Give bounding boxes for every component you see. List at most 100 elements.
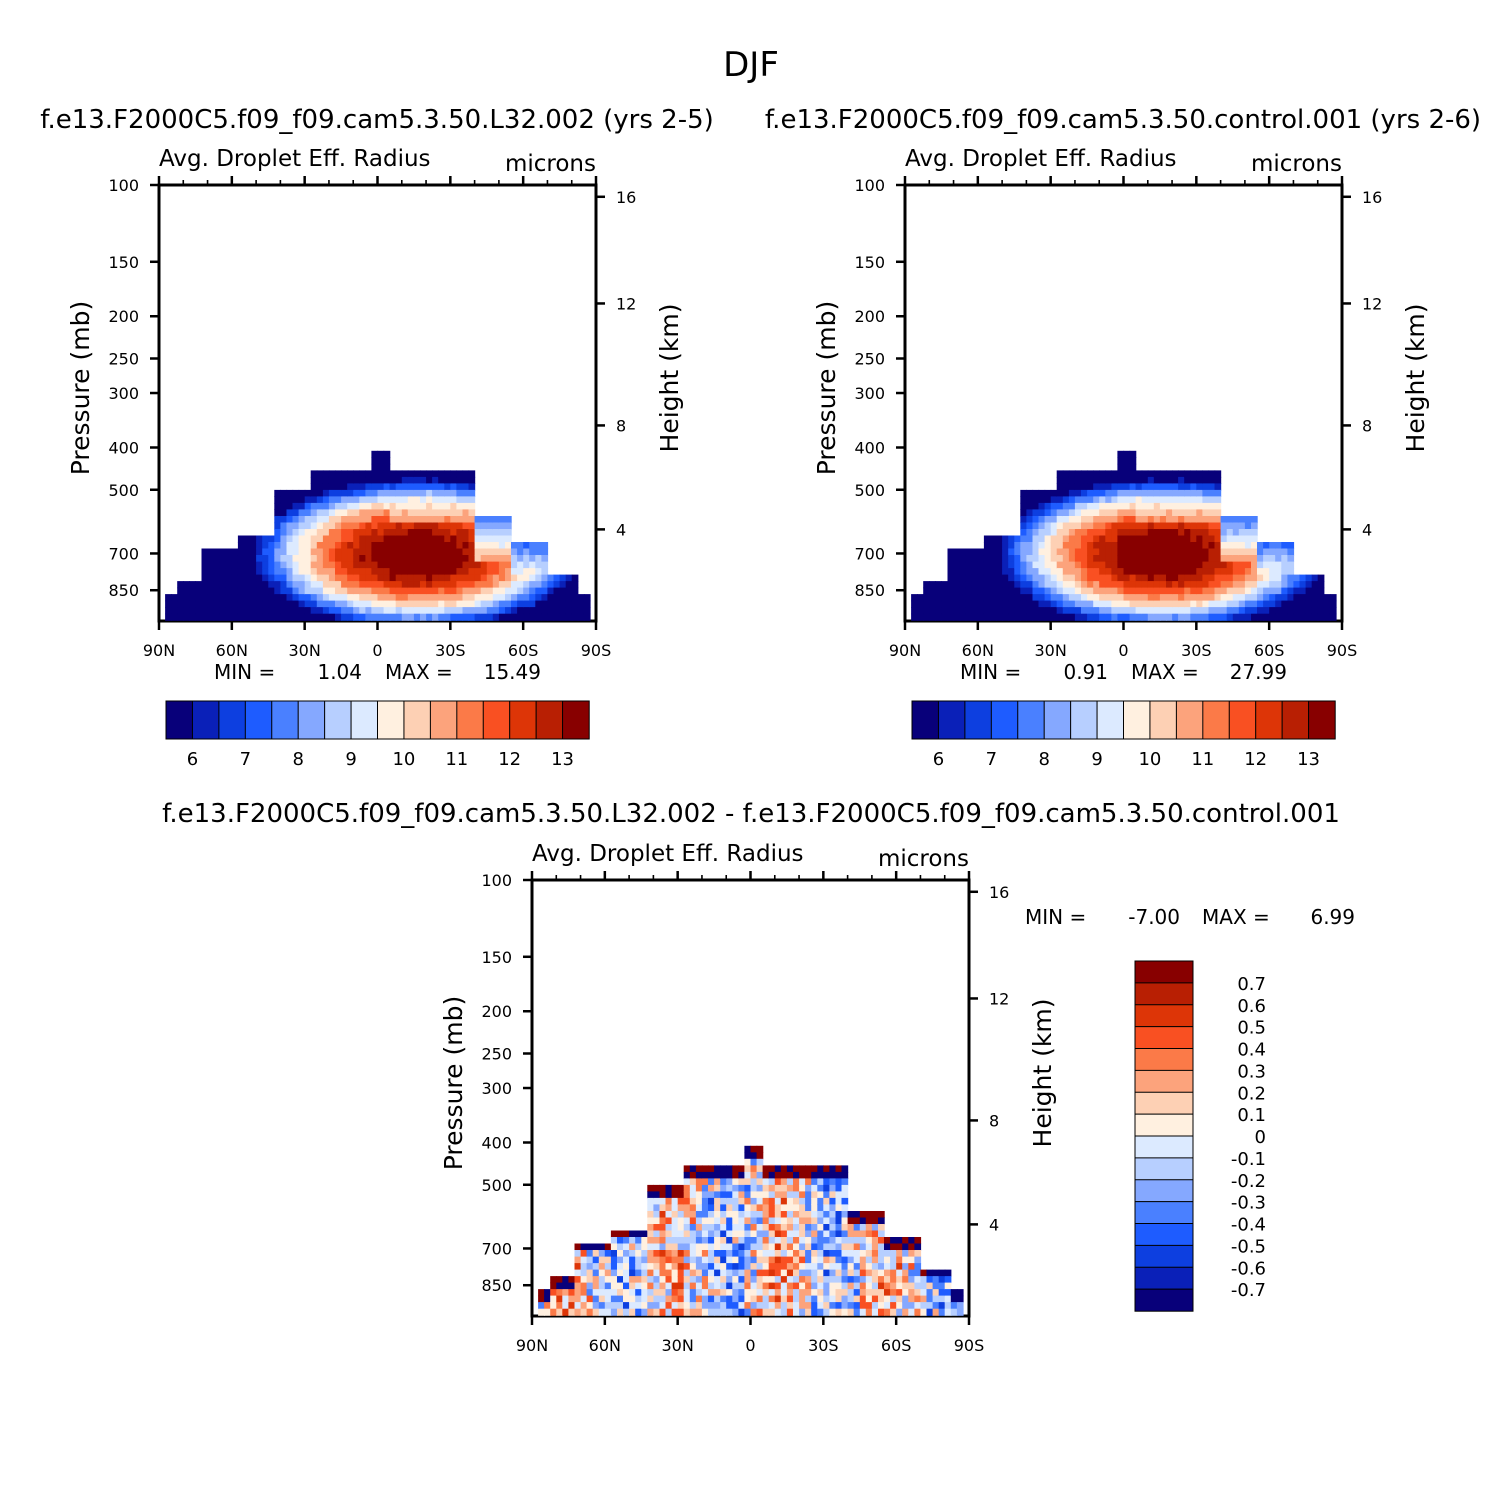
field-cell [1044,535,1052,543]
field-cell [1184,587,1191,595]
field-cell [286,581,294,589]
field-cell [359,502,366,510]
field-cell [1172,594,1179,602]
field-cell [805,1276,812,1284]
field-cell [286,496,294,504]
field-cell [365,600,373,608]
field-cell [298,489,306,497]
field-cell [1159,607,1167,615]
field-cell [1226,600,1234,608]
field-cell [262,587,269,595]
field-cell [389,600,397,608]
field-cell [401,613,409,621]
field-cell [1190,496,1197,504]
field-cell [413,561,421,569]
field-cell [1062,607,1070,615]
field-cell [768,1302,776,1310]
field-cell [474,600,482,608]
field-cell [1184,529,1191,537]
field-cell [1202,483,1210,491]
field-cell [1056,587,1064,595]
field-cell [902,1263,909,1271]
field-cell [762,1191,770,1199]
field-cell [689,1308,697,1316]
field-cell [335,542,342,550]
field-cell [750,1308,758,1316]
field-cell [274,489,281,497]
field-cell [665,1263,673,1271]
field-cell [1172,581,1179,589]
field-cell [1044,489,1052,497]
field-cell [401,607,409,615]
field-cell [841,1197,849,1205]
field-cell [219,574,227,582]
field-cell [280,496,288,504]
field-cell [219,600,227,608]
field-cell [671,1211,679,1219]
field-cell [671,1224,679,1232]
field-cell [750,1263,758,1271]
field-cell [983,542,991,550]
field-cell [629,1295,636,1303]
field-cell [1062,600,1070,608]
field-cell [177,613,184,621]
field-cell [456,502,464,510]
field-cell [310,496,318,504]
field-cell [432,509,439,517]
field-cell [1232,529,1240,537]
field-cell [726,1269,733,1277]
field-cell [444,516,451,524]
field-cell [926,1308,934,1316]
field-cell [947,594,955,602]
field-cell [377,522,385,530]
field-cell [438,607,445,615]
field-cell [432,581,439,589]
field-cell [799,1289,806,1297]
field-cell [1214,607,1222,615]
field-cell [1196,613,1203,621]
field-cell [780,1165,788,1173]
field-cell [565,607,573,615]
colorbar-swatch [403,700,432,740]
field-cell [480,535,488,543]
field-cell [1269,548,1276,556]
field-cell [413,483,421,491]
field-cell [786,1302,794,1310]
field-cell [292,574,300,582]
field-cell [659,1243,667,1251]
field-cell [1074,561,1082,569]
field-cell [1087,548,1094,556]
field-cell [1238,535,1246,543]
field-cell [708,1308,715,1316]
field-cell [1214,587,1222,595]
colorbar-label: 7 [240,749,251,770]
x-tick-label: 90N [889,641,921,660]
field-cell [1251,600,1258,608]
field-cell [1141,502,1149,510]
field-cell [780,1217,788,1225]
field-cell [371,502,379,510]
field-cell [213,607,221,615]
field-cell [328,522,336,530]
field-cell [768,1256,776,1264]
field-cell [335,529,342,537]
field-cell [529,561,536,569]
field-cell [1123,574,1131,582]
field-cell [231,548,239,556]
field-cell [610,1256,618,1264]
field-cell [865,1256,873,1264]
field-cell [426,574,433,582]
field-cell [1135,548,1143,556]
field-cell [407,568,415,576]
field-cell [683,1276,691,1284]
field-cell [762,1184,770,1192]
field-cell [1117,450,1125,458]
field-cell [738,1289,746,1297]
field-cell [853,1243,861,1251]
field-cell [517,561,524,569]
field-cell [1056,522,1064,530]
field-cell [1220,542,1228,550]
x-tick-label: 0 [1118,641,1128,660]
field-cell [420,581,427,589]
field-cell [653,1204,661,1212]
